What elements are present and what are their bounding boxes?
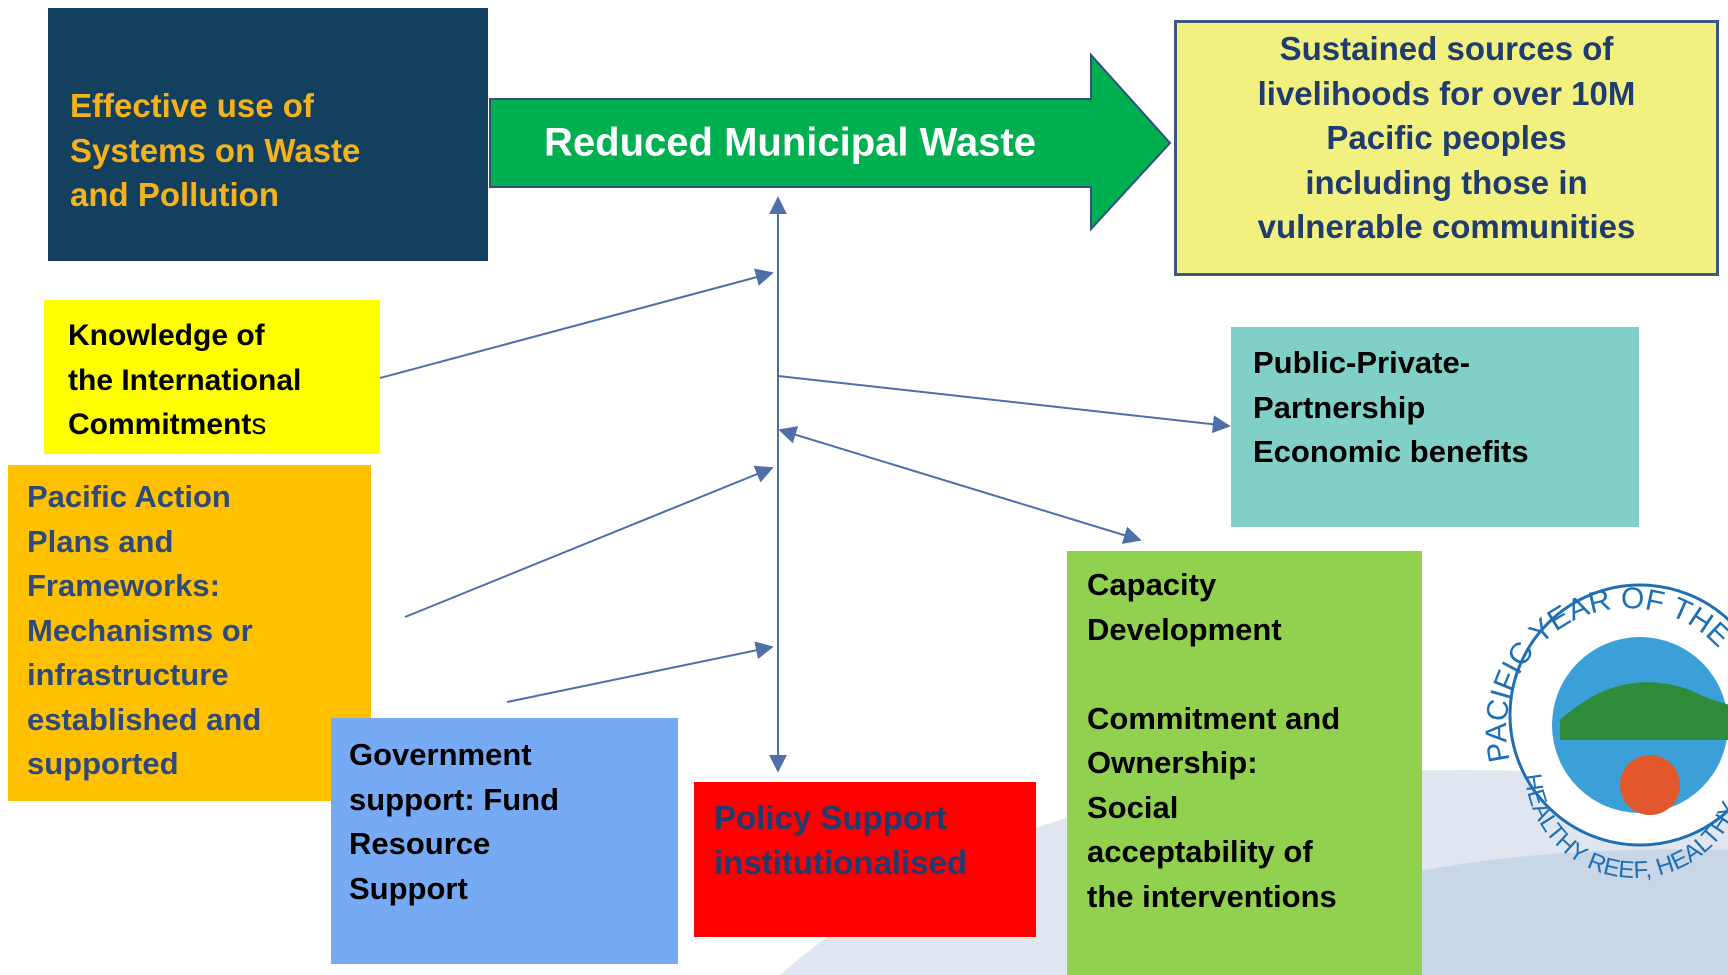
text-line: supported (27, 742, 371, 787)
text-line: Commitment and (1087, 697, 1422, 742)
logo-coral (1620, 755, 1680, 815)
text-line: and Pollution (70, 173, 488, 218)
text-line: Social (1087, 786, 1422, 831)
text-line: Capacity (1087, 563, 1422, 608)
text-line: vulnerable communities (1177, 205, 1716, 250)
text-line: livelihoods for over 10M (1177, 72, 1716, 117)
text-line: Public-Private- (1253, 341, 1639, 386)
text-line: Pacific Action (27, 475, 371, 520)
text-line: the International (68, 359, 380, 404)
text-line: Plans and (27, 520, 371, 565)
text-line: Government (349, 733, 678, 778)
text-line: Commitments (68, 403, 380, 448)
text-line: Systems on Waste (70, 129, 488, 174)
main-arrow-label: Reduced Municipal Waste (544, 121, 1036, 165)
text-line: Mechanisms or (27, 609, 371, 654)
connector-arrow (778, 376, 1229, 426)
text-line: Policy Support (714, 796, 1036, 841)
connector-arrow (380, 273, 772, 378)
text-line (1087, 652, 1422, 697)
text-line: Effective use of (70, 84, 488, 129)
text-line: acceptability of (1087, 830, 1422, 875)
text-line: Support (349, 867, 678, 912)
text-line: Economic benefits (1253, 430, 1639, 475)
connector-arrow (780, 430, 1140, 540)
text-line: Resource (349, 822, 678, 867)
text-line: Pacific peoples (1177, 116, 1716, 161)
text-line: Knowledge of (68, 314, 380, 359)
text-line: Frameworks: (27, 564, 371, 609)
text-line: Partnership (1253, 386, 1639, 431)
text-line: Ownership: (1087, 741, 1422, 786)
text-line: Sustained sources of (1177, 27, 1716, 72)
text-suffix: s (251, 408, 266, 441)
connector-arrow (405, 468, 772, 617)
text-line: institutionalised (714, 841, 1036, 886)
slide: PACIFIC YEAR OF THE C HEALTHY REEF, HEAL… (0, 0, 1728, 975)
text-line: support: Fund (349, 778, 678, 823)
text-line: including those in (1177, 161, 1716, 206)
connector-arrow (507, 647, 772, 702)
text-line: Development (1087, 608, 1422, 653)
text-line: established and (27, 698, 371, 743)
text-line: the interventions (1087, 875, 1422, 920)
text-line: infrastructure (27, 653, 371, 698)
